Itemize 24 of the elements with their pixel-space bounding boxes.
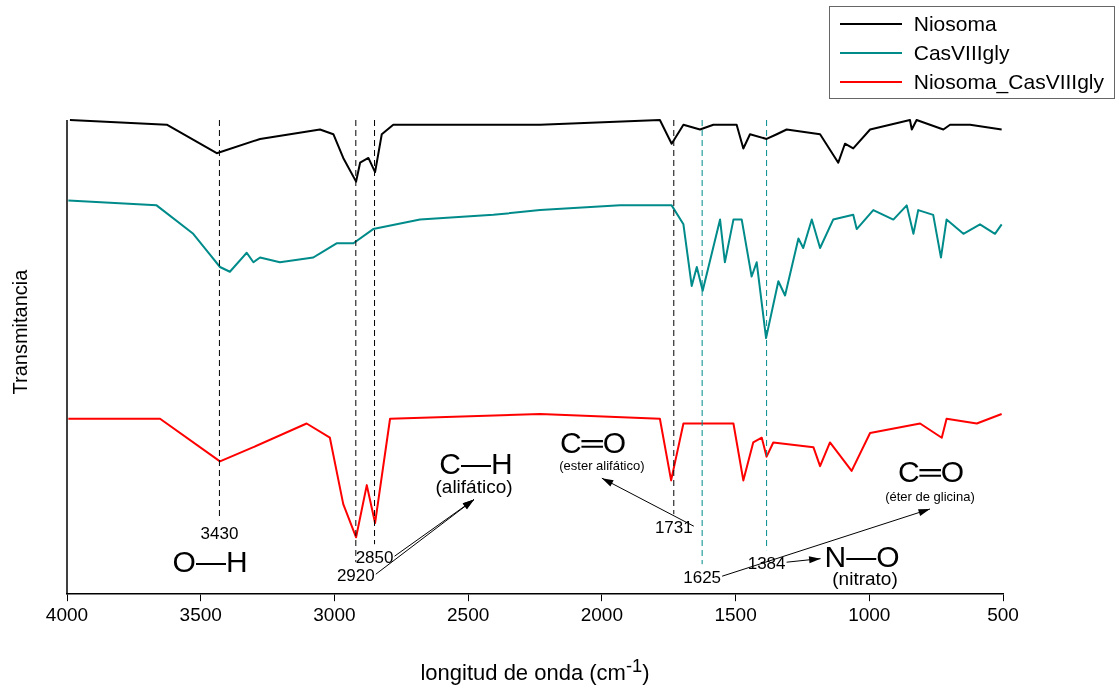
x-tick-label: 2500 <box>447 603 490 625</box>
legend-label: Niosoma_CasVIIIgly <box>913 69 1104 94</box>
annotation: C═O <box>897 454 965 488</box>
x-axis-title: longitud de onda (cm$^{-1}$) <box>419 655 651 687</box>
legend-label: CasVIIIgly <box>913 40 1010 65</box>
x-tick-label: 2000 <box>580 603 623 625</box>
x-tick-label: 1500 <box>714 603 757 625</box>
x-tick-label: 4000 <box>45 603 89 625</box>
ref-line-label: 1625 <box>683 568 722 588</box>
annotation: C═O <box>559 426 627 460</box>
x-tick-label: 500 <box>987 603 1019 625</box>
ref-line-label: 2920 <box>336 566 375 586</box>
annotation: (éter de glicina) <box>885 488 975 504</box>
annotation: O—H <box>172 544 248 578</box>
ref-line-label: 3430 <box>200 524 239 544</box>
ref-line-label: 2850 <box>355 548 394 568</box>
ref-line-label: 1384 <box>747 554 786 574</box>
x-tick-label: 3500 <box>179 603 222 625</box>
legend-label: Niosoma <box>913 11 997 36</box>
annotation: (ester alifático) <box>559 457 645 473</box>
ref-line-label: 1731 <box>654 518 693 538</box>
x-tick-label: 1000 <box>848 603 891 625</box>
y-axis-title: Transmitancia <box>8 269 32 395</box>
x-tick-label: 3000 <box>313 603 356 625</box>
